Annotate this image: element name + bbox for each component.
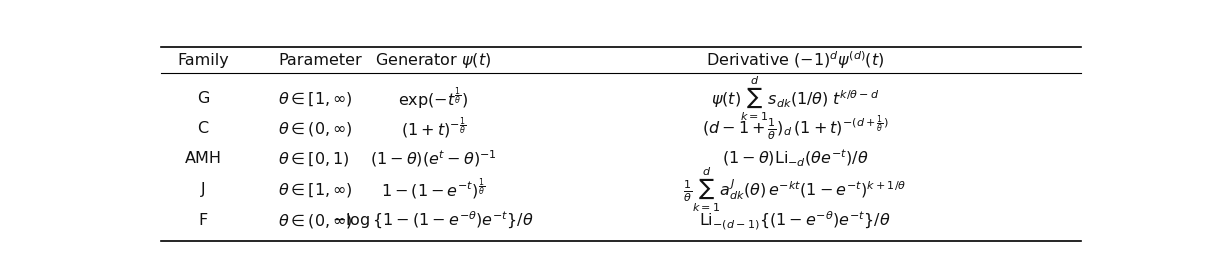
Text: $(d-1+\frac{1}{\theta})_d\,(1+t)^{-(d+\frac{1}{\theta})}$: $(d-1+\frac{1}{\theta})_d\,(1+t)^{-(d+\f… [702, 114, 888, 143]
Text: $\theta \in (0,\infty)$: $\theta \in (0,\infty)$ [279, 212, 353, 230]
Text: Derivative $(-1)^d\psi^{(d)}(t)$: Derivative $(-1)^d\psi^{(d)}(t)$ [705, 49, 884, 71]
Text: $(1+t)^{-\frac{1}{\theta}}$: $(1+t)^{-\frac{1}{\theta}}$ [401, 116, 465, 141]
Text: $\psi(t)\sum_{k=1}^{d} s_{dk}(1/\theta)\; t^{k/\theta-d}$: $\psi(t)\sum_{k=1}^{d} s_{dk}(1/\theta)\… [710, 74, 879, 123]
Text: $\theta \in (0,\infty)$: $\theta \in (0,\infty)$ [279, 120, 353, 138]
Text: $\theta \in [1,\infty)$: $\theta \in [1,\infty)$ [279, 181, 353, 198]
Text: Family: Family [177, 53, 229, 68]
Text: C: C [198, 121, 208, 136]
Text: G: G [198, 91, 210, 106]
Text: $(1-\theta)\mathrm{Li}_{-d}(\theta e^{-t})/\theta$: $(1-\theta)\mathrm{Li}_{-d}(\theta e^{-t… [721, 148, 868, 169]
Text: J: J [201, 182, 206, 197]
Text: Generator $\psi(t)$: Generator $\psi(t)$ [376, 51, 491, 70]
Text: $(1-\theta)(e^t-\theta)^{-1}$: $(1-\theta)(e^t-\theta)^{-1}$ [370, 148, 497, 169]
Text: $1-(1-e^{-t})^{\frac{1}{\theta}}$: $1-(1-e^{-t})^{\frac{1}{\theta}}$ [382, 177, 485, 202]
Text: $\mathrm{Li}_{-(d-1)}\{(1-e^{-\theta})e^{-t}\}/\theta$: $\mathrm{Li}_{-(d-1)}\{(1-e^{-\theta})e^… [699, 210, 891, 232]
Text: $\theta \in [0,1)$: $\theta \in [0,1)$ [279, 150, 350, 168]
Text: $\frac{1}{\theta}\sum_{k=1}^{d} a^J_{dk}(\theta)\,e^{-kt}(1-e^{-t})^{k+1/\theta}: $\frac{1}{\theta}\sum_{k=1}^{d} a^J_{dk}… [684, 165, 907, 214]
Text: $-\log\{1-(1-e^{-\theta})e^{-t}\}/\theta$: $-\log\{1-(1-e^{-\theta})e^{-t}\}/\theta… [332, 210, 534, 231]
Text: Parameter: Parameter [279, 53, 362, 68]
Text: F: F [199, 213, 207, 228]
Text: AMH: AMH [184, 151, 222, 166]
Text: $\exp(-t^{\frac{1}{\theta}})$: $\exp(-t^{\frac{1}{\theta}})$ [399, 86, 468, 112]
Text: $\theta \in [1,\infty)$: $\theta \in [1,\infty)$ [279, 90, 353, 108]
